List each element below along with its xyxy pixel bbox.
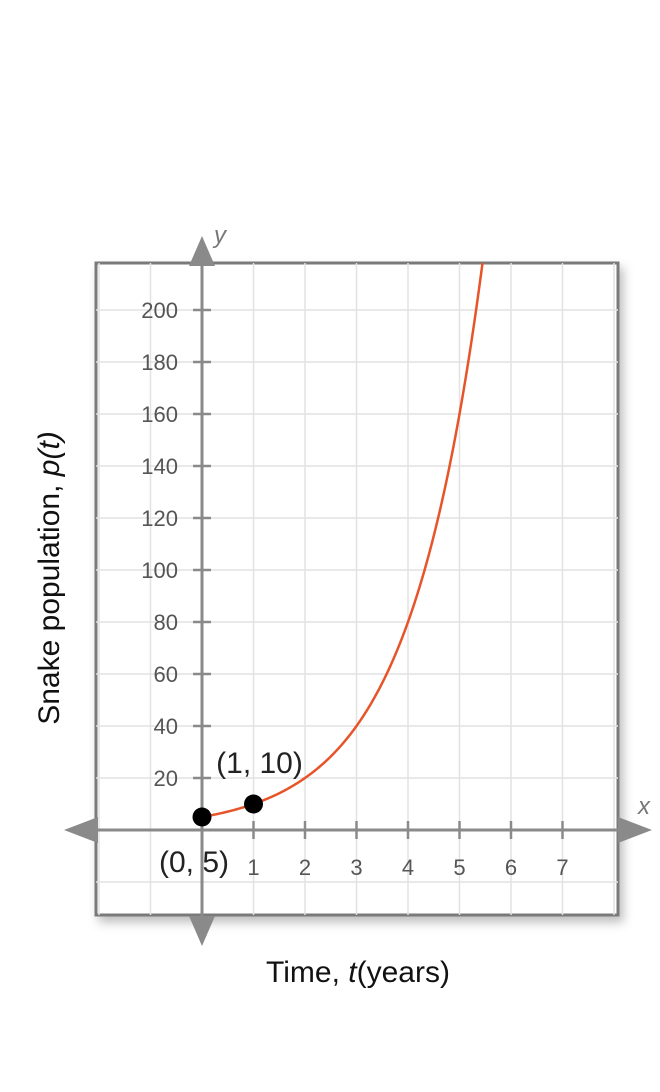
x-axis-letter: x <box>637 793 651 820</box>
grid <box>96 263 618 915</box>
x-axis-title: Time, t(years) <box>266 956 450 989</box>
x-tick-label: 4 <box>402 855 414 880</box>
y-tick-label: 140 <box>141 454 178 479</box>
x-tick-label: 3 <box>350 855 362 880</box>
x-tick-label: 6 <box>505 855 517 880</box>
y-axis-title: Snake population, p(t) <box>33 431 66 725</box>
data-point <box>244 794 263 814</box>
y-tick-label: 120 <box>141 506 178 531</box>
x-axis-right-arrow <box>618 817 652 843</box>
ticks: 1 2 3 4 5 6 7 20 40 60 80 100 120 140 160 180 200 <box>141 298 568 880</box>
point-label: (1, 10) <box>216 747 303 780</box>
point-label: (0, 5) <box>159 846 229 879</box>
y-tick-label: 40 <box>154 714 178 739</box>
y-tick-label: 180 <box>141 350 178 375</box>
x-tick-label: 5 <box>453 855 465 880</box>
y-tick-label: 20 <box>154 766 178 791</box>
points: (0, 5) (1, 10) <box>159 747 303 879</box>
x-tick-label: 7 <box>556 855 568 880</box>
y-axis-letter: y <box>212 222 228 249</box>
data-point <box>192 807 212 827</box>
y-tick-label: 200 <box>141 298 178 323</box>
x-tick-label: 1 <box>247 855 259 880</box>
x-tick-label: 2 <box>299 855 311 880</box>
y-tick-label: 60 <box>154 662 178 687</box>
y-tick-label: 100 <box>141 558 178 583</box>
y-tick-label: 80 <box>154 610 178 635</box>
y-axis-up-arrow <box>189 236 215 266</box>
y-axis-down-arrow <box>189 916 215 946</box>
x-axis-left-arrow <box>64 817 98 843</box>
y-tick-label: 160 <box>141 402 178 427</box>
